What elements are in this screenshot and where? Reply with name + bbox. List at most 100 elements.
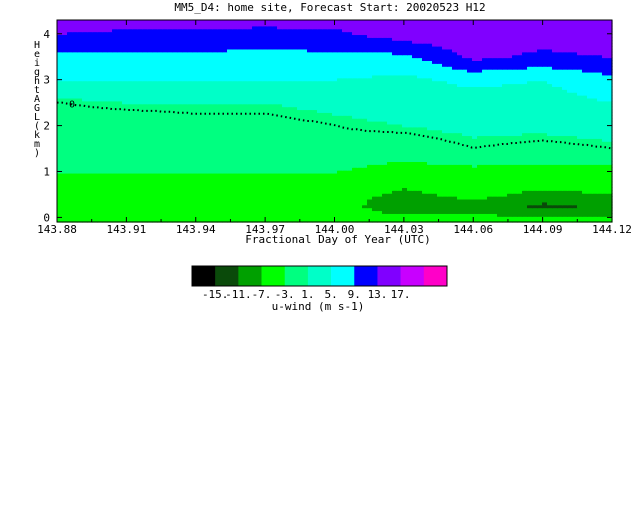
heatmap-cell	[552, 164, 558, 168]
heatmap-cell	[592, 146, 598, 151]
heatmap-cell	[132, 158, 138, 162]
heatmap-cell	[287, 121, 293, 125]
heatmap-cell	[162, 149, 168, 154]
heatmap-cell	[187, 138, 193, 142]
heatmap-cell	[297, 164, 303, 168]
heatmap-cell	[422, 97, 428, 102]
heatmap-cell	[407, 196, 413, 200]
heatmap-cell	[127, 152, 133, 157]
heatmap-cell	[132, 100, 138, 105]
heatmap-cell	[557, 198, 563, 203]
heatmap-cell	[272, 196, 278, 200]
heatmap-cell	[327, 141, 333, 145]
heatmap-cell	[257, 144, 263, 148]
heatmap-cell	[257, 152, 263, 157]
heatmap-cell	[367, 184, 373, 188]
heatmap-cell	[192, 198, 198, 203]
heatmap-cell	[487, 210, 493, 214]
heatmap-cell	[592, 106, 598, 111]
heatmap-cell	[557, 161, 563, 165]
heatmap-cell	[107, 92, 113, 96]
heatmap-cell	[227, 187, 233, 191]
heatmap-cell	[477, 132, 483, 137]
heatmap-cell	[347, 193, 353, 197]
heatmap-cell	[117, 97, 123, 102]
heatmap-cell	[182, 213, 188, 217]
heatmap-cell	[242, 97, 248, 102]
heatmap-cell	[587, 164, 593, 168]
heatmap-cell	[587, 121, 593, 125]
heatmap-cell	[542, 161, 548, 165]
heatmap-cell	[602, 201, 608, 206]
heatmap-cell	[482, 164, 488, 168]
heatmap-cell	[62, 149, 68, 154]
heatmap-cell	[317, 178, 323, 183]
heatmap-cell	[112, 201, 118, 206]
heatmap-cell	[387, 181, 393, 186]
heatmap-cell	[217, 181, 223, 186]
heatmap-cell	[337, 146, 343, 151]
heatmap-cell	[202, 178, 208, 183]
heatmap-cell	[77, 178, 83, 183]
heatmap-cell	[352, 95, 358, 99]
heatmap-cell	[327, 161, 333, 165]
heatmap-cell	[292, 135, 298, 139]
heatmap-cell	[197, 103, 203, 108]
heatmap-cell	[492, 92, 498, 96]
heatmap-cell	[232, 132, 238, 137]
heatmap-cell	[57, 121, 63, 125]
heatmap-cell	[592, 135, 598, 139]
heatmap-cell	[242, 184, 248, 188]
heatmap-cell	[362, 141, 368, 145]
heatmap-cell	[372, 95, 378, 99]
heatmap-cell	[152, 167, 158, 171]
heatmap-cell	[252, 170, 258, 174]
heatmap-cell	[407, 167, 413, 171]
heatmap-cell	[447, 123, 453, 128]
heatmap-cell	[452, 109, 458, 113]
heatmap-cell	[512, 158, 518, 162]
heatmap-cell	[512, 216, 518, 220]
heatmap-cell	[552, 135, 558, 139]
heatmap-cell	[82, 115, 88, 119]
heatmap-cell	[412, 187, 418, 191]
heatmap-cell	[277, 201, 283, 206]
heatmap-cell	[102, 106, 108, 111]
heatmap-cell	[242, 196, 248, 200]
heatmap-cell	[197, 193, 203, 197]
heatmap-cell	[92, 181, 98, 186]
heatmap-cell	[162, 100, 168, 105]
heatmap-cell	[387, 198, 393, 203]
heatmap-cell	[357, 152, 363, 157]
heatmap-cell	[402, 149, 408, 154]
heatmap-cell	[262, 144, 268, 148]
heatmap-cell	[492, 123, 498, 128]
heatmap-cell	[142, 204, 148, 209]
heatmap-cell	[502, 175, 508, 180]
heatmap-cell	[272, 178, 278, 183]
heatmap-cell	[567, 187, 573, 191]
heatmap-cell	[582, 141, 588, 145]
heatmap-cell	[592, 109, 598, 113]
heatmap-cell	[507, 95, 513, 99]
heatmap-cell	[282, 175, 288, 180]
heatmap-cell	[172, 118, 178, 122]
heatmap-cell	[392, 184, 398, 188]
heatmap-cell	[467, 109, 473, 113]
heatmap-cell	[557, 201, 563, 206]
heatmap-cell	[472, 152, 478, 157]
heatmap-cell	[57, 118, 63, 122]
heatmap-cell	[247, 178, 253, 183]
heatmap-cell	[147, 204, 153, 209]
heatmap-cell	[457, 201, 463, 206]
heatmap-cell	[117, 167, 123, 171]
heatmap-cell	[137, 178, 143, 183]
heatmap-cell	[357, 196, 363, 200]
heatmap-cell	[342, 126, 348, 131]
heatmap-cell	[402, 158, 408, 162]
heatmap-cell	[112, 196, 118, 200]
heatmap-cell	[72, 170, 78, 174]
heatmap-cell	[427, 97, 433, 102]
heatmap-cell	[72, 100, 78, 105]
heatmap-cell	[477, 187, 483, 191]
